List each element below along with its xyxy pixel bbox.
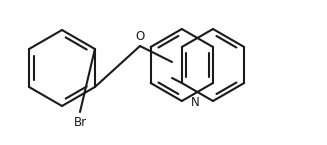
Text: Br: Br [74, 116, 87, 129]
Text: O: O [135, 30, 145, 43]
Text: N: N [191, 97, 199, 109]
